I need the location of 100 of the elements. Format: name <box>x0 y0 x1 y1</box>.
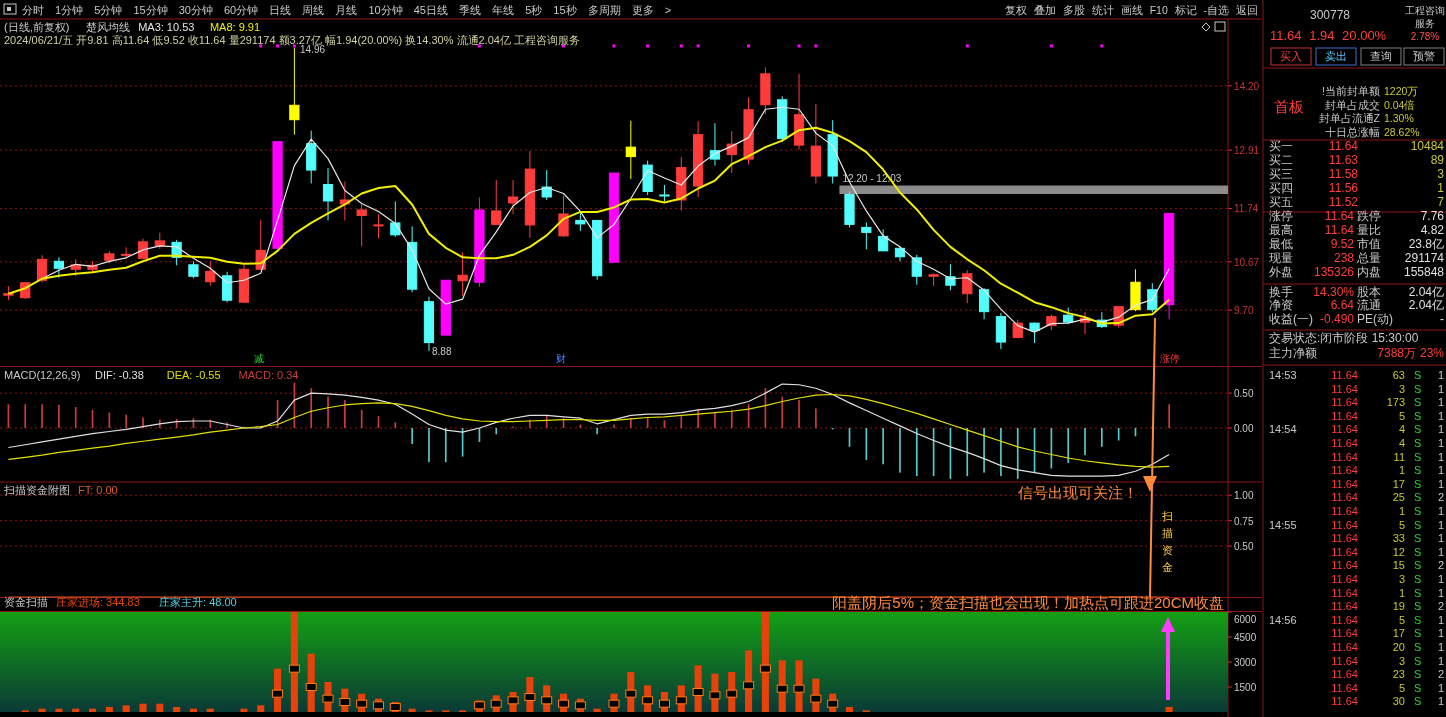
text: 买一 11.64 10484 <box>1269 139 1444 153</box>
annotation: 扫描资金 <box>1161 510 1173 573</box>
text: 11.64 12 S 1 <box>1331 545 1444 558</box>
y-tick-label: 1500 <box>1234 682 1257 693</box>
text: 11.64 23 S 2 <box>1331 668 1444 681</box>
text: 14:54 11.64 4 S 1 <box>1269 423 1444 436</box>
candlestick <box>1029 322 1040 344</box>
candlestick <box>491 179 502 225</box>
candlestick <box>205 260 216 287</box>
text: 11.64 1 S 1 <box>1331 464 1444 477</box>
text: 买五 11.52 7 <box>1269 195 1444 209</box>
text: 14:55 11.64 5 S 1 <box>1269 518 1444 531</box>
text: 现量 238 总量 291174 <box>1269 251 1444 265</box>
candlestick <box>507 179 519 215</box>
y-tick-label: 0.50 <box>1234 541 1254 553</box>
text: 净资 6.64 流通 2.04亿 <box>1269 298 1444 312</box>
text: 买入 卖出 查询 预警 <box>1280 50 1435 62</box>
candlestick <box>558 194 569 238</box>
text: 最高 11.64 量比 4.82 <box>1269 223 1444 237</box>
text: DEA: -0.55 <box>166 369 221 381</box>
text: !当前封单额 1220万 <box>1322 85 1419 97</box>
text: 11.64 5 S 1 <box>1331 409 1444 422</box>
y-tick-label: 1.00 <box>1234 490 1254 502</box>
series-label: MACD: 0.34 <box>238 369 299 381</box>
text: 11.64 3 S 1 <box>1331 573 1444 585</box>
text: 涨停 11.64 跌停 7.76 <box>1269 209 1444 223</box>
text: 工程咨询 <box>1405 5 1445 16</box>
text: 主力净额 7388万 23% <box>1269 346 1444 360</box>
annotation: 信号出现可关注！ <box>1018 484 1138 501</box>
annotation: 庄家主升: 48.00 <box>159 596 237 608</box>
candlestick <box>911 254 922 286</box>
text: 11.64 1 S 1 <box>1331 586 1444 599</box>
candlestick <box>289 47 300 136</box>
text: 复权 叠加 多股 统计 画线 F10 标记 -自选 返回 <box>1005 4 1258 16</box>
y-tick-label: 4500 <box>1234 632 1257 643</box>
text: 11.64 1.94 20.00% <box>1270 28 1387 43</box>
y-tick-label: 0.00 <box>1234 422 1254 434</box>
text: 2024/06/21/五 开9.81 高11.64 低9.52 收11.64 量291174 额3.27亿 幅1.94(20.00%) 换14.30% 流通2.04亿 工程咨询服务 <box>4 34 580 46</box>
annotation: 楚风均线 <box>86 21 131 33</box>
text: 封单占成交 0.04倍 <box>1325 99 1416 111</box>
text: 11.64 1 S 1 <box>1331 505 1444 517</box>
line-series <box>7 383 1170 477</box>
text: 11.64 15 S 2 <box>1331 559 1444 572</box>
text: 服务 <box>1415 18 1435 29</box>
text: FT: 0.00 <box>78 484 118 496</box>
y-tick-label: 10.67 <box>1234 256 1260 268</box>
text: 14:53 11.64 63 S 1 <box>1269 369 1444 381</box>
annotation: 14.96 <box>300 44 326 55</box>
annotation: 财 <box>556 353 566 364</box>
text: 11.64 33 S 1 <box>1331 532 1444 545</box>
text: 300778 <box>1310 8 1351 22</box>
text: 11.64 5 S 1 <box>1331 681 1444 694</box>
annotation: 减 <box>254 353 264 364</box>
chart-title: 资金扫描 <box>4 596 48 608</box>
text: 11.64 25 S 2 <box>1331 491 1444 504</box>
text: 11.64 3 S 1 <box>1331 382 1444 395</box>
candlestick <box>322 167 334 221</box>
candlestick <box>575 211 586 232</box>
candlestick <box>373 213 384 239</box>
candlestick <box>861 221 872 250</box>
candlestick <box>945 263 956 291</box>
text: 2.78% <box>1410 31 1440 42</box>
candlestick <box>390 200 401 238</box>
text: 11.64 17 S 1 <box>1331 627 1444 640</box>
text: 换手 14.30% 股本 2.04亿 <box>1269 285 1444 299</box>
text: 十日总涨幅 28.62% <box>1325 126 1420 138</box>
candlestick <box>962 269 973 304</box>
y-tick-label: 6000 <box>1234 614 1257 625</box>
candlestick <box>356 203 367 247</box>
text: 最低 9.52 市值 23.8亿 <box>1269 237 1444 251</box>
text: 11.64 173 S 1 <box>1331 396 1444 409</box>
text: 买二 11.63 89 <box>1269 153 1444 167</box>
text: 14:56 11.64 5 S 1 <box>1269 613 1444 626</box>
chart-title: 扫描资金附图 <box>3 484 70 496</box>
text: DIF: -0.38 <box>94 369 144 381</box>
chart-title: (日线,前复权) <box>4 21 70 33</box>
text: MA3: 10.53 <box>138 21 195 33</box>
text: 买三 11.58 3 <box>1269 167 1444 181</box>
candlestick <box>625 120 636 180</box>
text: 11.64 17 S 1 <box>1331 477 1444 490</box>
text: 收益(一) -0.490 PE(动) - <box>1269 312 1444 326</box>
y-tick-label: 0.50 <box>1234 388 1254 400</box>
text: 11.64 11 S 1 <box>1331 450 1444 463</box>
text: 买四 11.56 1 <box>1269 181 1444 195</box>
candlestick <box>53 256 64 279</box>
candlestick <box>1147 282 1158 313</box>
y-tick-label: 9.70 <box>1234 305 1254 317</box>
y-tick-label: 0.75 <box>1234 515 1254 527</box>
candlestick <box>726 130 737 174</box>
text: MA8: 9.91 <box>209 21 261 33</box>
text: 11.64 19 S 2 <box>1331 600 1444 613</box>
chart-title: MACD(12,26,9) <box>4 369 81 381</box>
annotation: 8.88 <box>432 346 452 357</box>
y-tick-label: 12.91 <box>1234 145 1260 157</box>
text: 11.64 20 S 1 <box>1331 641 1444 653</box>
text: 11.64 4 S 1 <box>1331 437 1444 449</box>
annotation: 涨停 <box>1160 353 1180 364</box>
text: 分时 1分钟 5分钟 15分钟 30分钟 60分钟 日线 周线 月线 10分钟 45日线 季线 年线 5秒 15秒 多周期 更多 > <box>22 4 672 16</box>
candlestick <box>978 287 990 320</box>
text: 11.64 30 S 1 <box>1331 695 1444 708</box>
